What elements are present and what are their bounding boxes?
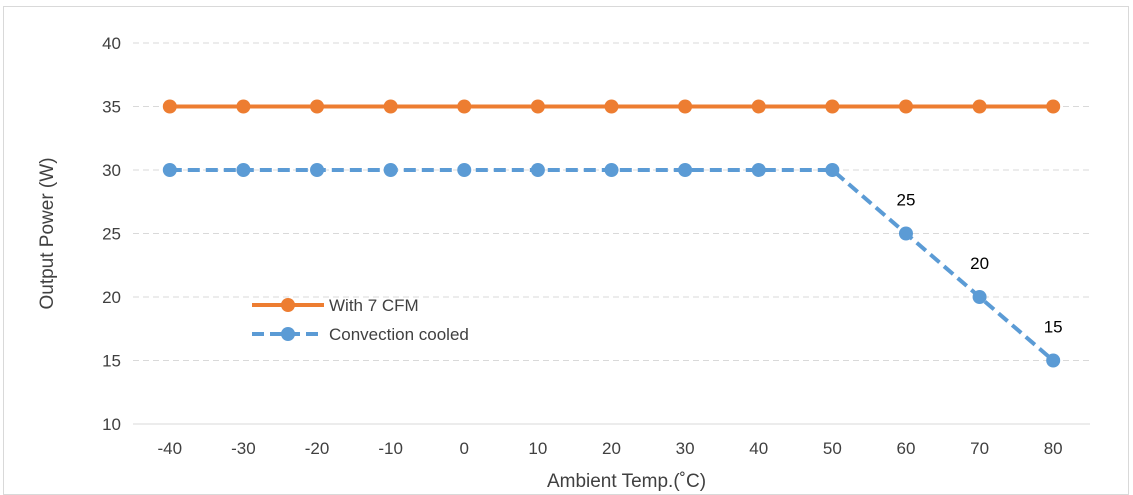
data-point [1046,353,1061,368]
legend: With 7 CFM Convection cooled [252,296,469,344]
data-point [751,99,766,114]
data-label: 25 [897,191,916,210]
data-point [1046,99,1061,114]
legend-label: Convection cooled [329,325,469,344]
data-label: 15 [1044,318,1063,337]
y-tick-label: 35 [102,98,121,117]
data-labels: 25 20 15 [897,191,1063,337]
data-point [236,99,251,114]
x-tick-label: 30 [676,439,695,458]
data-point [898,99,913,114]
data-point [310,99,325,114]
data-point [383,99,398,114]
data-point [825,163,840,177]
x-tick-label: 10 [528,439,547,458]
data-point [310,163,325,177]
x-tick-label: -10 [378,439,403,458]
chart-frame [3,6,1129,495]
legend-swatch-marker [281,298,295,312]
series-lines [162,99,1061,368]
data-label: 20 [970,254,989,273]
data-point [457,163,472,177]
legend-label: With 7 CFM [329,296,419,315]
x-tick-label: 70 [970,439,989,458]
x-tick-label: -20 [305,439,330,458]
data-point [604,99,619,114]
x-axis-tick-labels: -40 -30 -20 -10 0 10 20 30 40 50 60 70 80 [158,439,1063,458]
data-point [530,99,545,114]
data-point [383,163,398,177]
x-tick-label: 50 [823,439,842,458]
x-tick-label: 20 [602,439,621,458]
gridlines [133,42,1090,361]
series-line-convection-cooled [169,168,1055,363]
x-tick-label: 60 [897,439,916,458]
data-point [972,290,987,304]
y-axis-tick-labels: 10 15 20 25 30 35 40 [102,34,121,434]
data-point [162,163,177,177]
y-tick-label: 40 [102,34,121,53]
data-point [898,226,913,241]
x-axis-title: Ambient Temp.(˚C) [547,471,706,492]
x-tick-label: 40 [749,439,768,458]
y-tick-label: 20 [102,288,121,307]
data-point [604,163,619,177]
data-point [457,99,472,114]
y-tick-label: 10 [102,415,121,434]
data-point [236,163,251,177]
x-tick-label: -40 [158,439,183,458]
y-axis-title: Output Power (W) [37,157,58,309]
data-point [972,99,987,114]
legend-swatch-marker [281,327,295,341]
data-point [751,163,766,177]
data-point [162,99,177,114]
data-point [825,99,840,114]
data-point [678,163,693,177]
x-tick-label: 0 [460,439,469,458]
y-tick-label: 30 [102,161,121,180]
x-tick-label: -30 [231,439,256,458]
x-tick-label: 80 [1044,439,1063,458]
data-point [530,163,545,177]
y-tick-label: 15 [102,352,121,371]
data-point [678,99,693,114]
y-tick-label: 25 [102,225,121,244]
